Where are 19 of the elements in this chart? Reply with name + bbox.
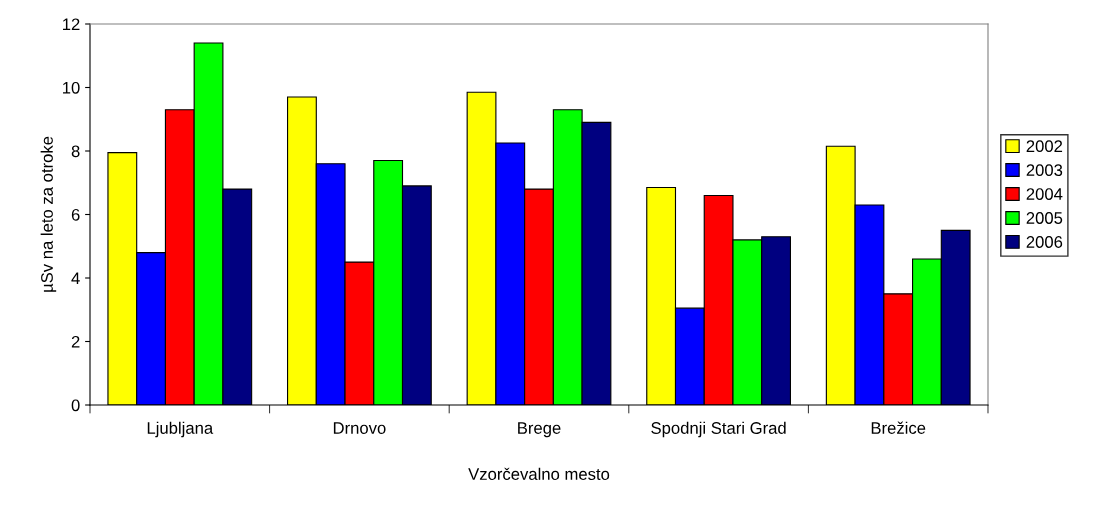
legend-label: 2002 xyxy=(1026,140,1063,153)
y-tick-label: 10 xyxy=(63,81,80,94)
x-tick-label: Ljubljana xyxy=(147,421,214,438)
x-tick-label: Brežice xyxy=(871,421,926,434)
y-axis-title: µSv na leto za otroke xyxy=(40,136,57,292)
legend-label: 2006 xyxy=(1026,236,1063,248)
legend-label: 2003 xyxy=(1026,164,1063,177)
x-tick-label: Spodnji Stari Grad xyxy=(651,421,786,438)
legend-label: 2005 xyxy=(1026,212,1063,224)
x-tick-label: Drnovo xyxy=(333,422,386,434)
y-tick-label: 0 xyxy=(71,399,80,412)
x-axis-title: Vzorčevalno mesto xyxy=(468,467,610,480)
y-tick-label: 6 xyxy=(71,208,80,221)
y-tick-label: 2 xyxy=(71,335,80,348)
legend-label: 2004 xyxy=(1026,188,1063,200)
y-tick-label: 12 xyxy=(63,18,80,31)
x-tick-label: Brege xyxy=(518,422,561,438)
y-tick-label: 8 xyxy=(71,145,80,158)
y-tick-label: 4 xyxy=(71,272,80,285)
